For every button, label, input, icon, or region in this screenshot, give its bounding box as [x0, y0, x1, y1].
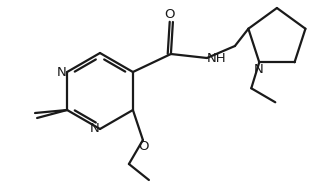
Text: NH: NH	[207, 53, 227, 66]
Text: N: N	[253, 63, 263, 76]
Text: O: O	[165, 8, 175, 21]
Text: O: O	[139, 139, 149, 152]
Text: N: N	[57, 66, 67, 79]
Text: methyl: methyl	[34, 113, 39, 114]
Text: N: N	[90, 122, 100, 135]
